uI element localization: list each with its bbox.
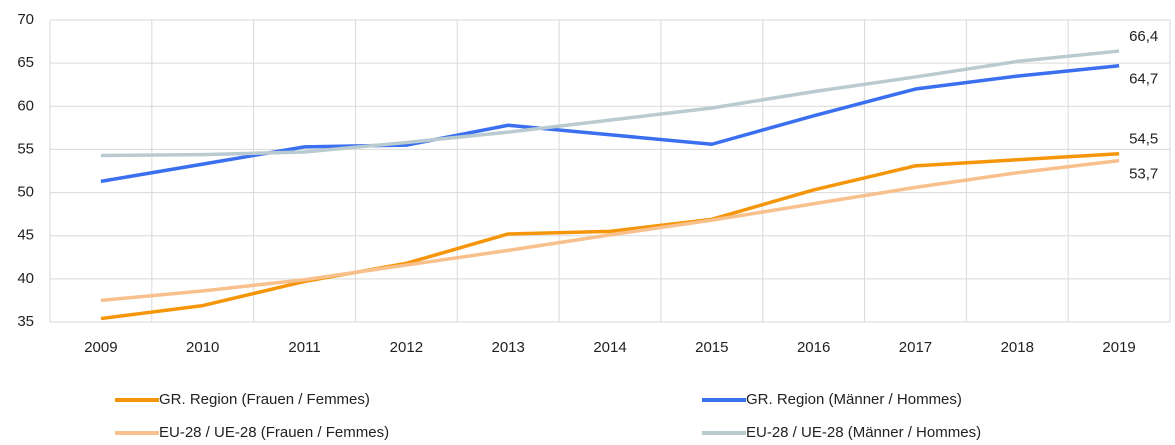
x-tick-label: 2017 <box>899 339 932 356</box>
x-tick-label: 2014 <box>593 339 626 356</box>
x-tick-label: 2016 <box>797 339 830 356</box>
data-label: 66,4 <box>1129 28 1158 45</box>
y-tick-label: 50 <box>17 184 34 201</box>
legend-label: EU-28 / UE-28 (Männer / Hommes) <box>746 424 981 441</box>
data-label: 54,5 <box>1129 131 1158 148</box>
y-tick-label: 70 <box>17 11 34 28</box>
y-tick-label: 65 <box>17 54 34 71</box>
y-tick-label: 45 <box>17 227 34 244</box>
legend-label: GR. Region (Männer / Hommes) <box>746 391 962 408</box>
y-tick-label: 40 <box>17 270 34 287</box>
legend-label: EU-28 / UE-28 (Frauen / Femmes) <box>159 424 389 441</box>
x-tick-label: 2015 <box>695 339 728 356</box>
y-tick-label: 55 <box>17 140 34 157</box>
series-line <box>100 158 1120 303</box>
x-tick-label: 2019 <box>1102 339 1135 356</box>
data-label: 53,7 <box>1129 166 1158 183</box>
x-tick-label: 2010 <box>186 339 219 356</box>
series-line <box>100 49 1120 158</box>
x-tick-label: 2011 <box>288 339 320 356</box>
x-tick-label: 2012 <box>390 339 423 356</box>
y-tick-label: 60 <box>17 97 34 114</box>
x-tick-label: 2018 <box>1001 339 1034 356</box>
series-line <box>100 151 1120 321</box>
x-tick-label: 2013 <box>491 339 524 356</box>
legend-label: GR. Region (Frauen / Femmes) <box>159 391 370 408</box>
y-tick-label: 35 <box>17 313 34 330</box>
data-label: 64,7 <box>1129 71 1158 88</box>
x-tick-label: 2009 <box>84 339 117 356</box>
